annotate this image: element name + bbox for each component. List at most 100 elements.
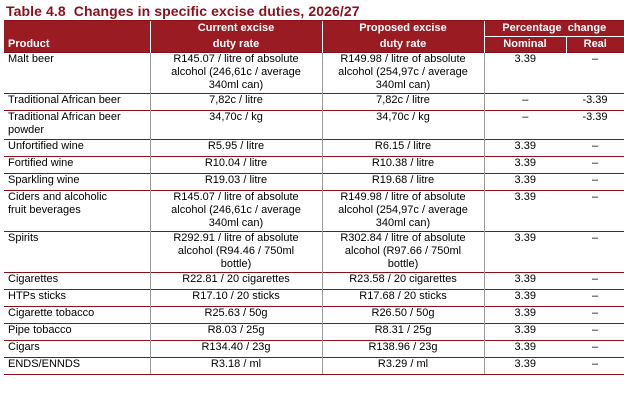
cell-nominal-change: 3.39 <box>483 156 566 174</box>
cell-product-line: Ciders and alcoholic <box>8 191 108 203</box>
cell-real-change: – <box>566 306 624 324</box>
cell-proposed-rate-line: 340ml can) <box>375 79 431 91</box>
cell-current-rate: R10.04 / litre <box>149 156 322 174</box>
cell-product: HTPs sticks <box>4 289 150 307</box>
cell-real-change: -3.39 <box>566 93 624 111</box>
header-real: Real <box>565 36 624 53</box>
cell-proposed-rate-line: R19.68 / litre <box>371 174 435 186</box>
title-rule <box>4 20 624 21</box>
cell-proposed-rate: R10.38 / litre <box>321 156 484 174</box>
table-row: HTPs sticks R17.10 / 20 sticks R17.68 / 20… <box>4 289 624 307</box>
cell-real-change: – <box>566 340 624 358</box>
header-percentage-change: Percentage change <box>483 21 624 37</box>
table-caption: Changes in specific excise duties, 2026/… <box>73 3 360 19</box>
cell-nominal-change: 3.39 <box>483 272 566 290</box>
cell-nominal-change: 3.39 <box>483 323 566 341</box>
table-row: Malt beer R145.07 / litre of absolute alco… <box>4 52 624 94</box>
cell-current-rate: R3.18 / ml <box>149 357 322 375</box>
cell-current-rate-line: 340ml can) <box>208 79 264 91</box>
cell-proposed-rate: R19.68 / litre <box>321 173 484 191</box>
cell-proposed-rate: R3.29 / ml <box>321 357 484 375</box>
cell-proposed-rate: R17.68 / 20 sticks <box>321 289 484 307</box>
excise-duties-table: Current excise Proposed excise Percentag… <box>4 21 624 375</box>
cell-proposed-rate-line: R149.98 / litre of absolute <box>340 53 466 65</box>
cell-nominal-change: 3.39 <box>483 357 566 375</box>
cell-real-change: – <box>566 231 624 273</box>
cell-real-change: – <box>566 289 624 307</box>
cell-proposed-rate-line: R138.96 / 23g <box>368 341 438 353</box>
cell-proposed-rate: 7,82c / litre <box>321 93 484 111</box>
cell-nominal-change: 3.39 <box>483 340 566 358</box>
cell-real-change: – <box>566 190 624 232</box>
cell-real-change: – <box>566 52 624 94</box>
cell-proposed-rate: R23.58 / 20 cigarettes <box>321 272 484 290</box>
cell-product: Traditional African beer <box>4 93 150 111</box>
table-row: Spirits R292.91 / litre of absolute alcoho… <box>4 231 624 273</box>
cell-proposed-rate-line: R10.38 / litre <box>371 157 435 169</box>
cell-current-rate-line: bottle) <box>220 258 252 270</box>
cell-product: Cigars <box>4 340 150 358</box>
table-row: ENDS/ENNDS R3.18 / ml R3.29 / ml 3.39– <box>4 357 624 375</box>
cell-nominal-change: 3.39 <box>483 139 566 157</box>
cell-proposed-rate-line: 340ml can) <box>375 217 431 229</box>
cell-product: Fortified wine <box>4 156 150 174</box>
table-header: Current excise Proposed excise Percentag… <box>4 21 624 53</box>
cell-product-line: ENDS/ENNDS <box>8 358 81 370</box>
cell-product-line: Traditional African beer <box>8 94 121 106</box>
header-product-spacer <box>4 21 150 37</box>
cell-proposed-rate: 34,70c / kg <box>321 110 484 140</box>
cell-product: Cigarettes <box>4 272 150 290</box>
cell-nominal-change: 3.39 <box>483 52 566 94</box>
cell-product-line: Cigarettes <box>8 273 59 285</box>
cell-proposed-rate-line: R23.58 / 20 cigarettes <box>349 273 457 285</box>
cell-proposed-rate: R138.96 / 23g <box>321 340 484 358</box>
table-row: Cigarette tobacco R25.63 / 50g R26.50 / 50… <box>4 306 624 324</box>
table-row: Traditional African beer 7,82c / litre 7,8… <box>4 93 624 111</box>
table-body: Malt beer R145.07 / litre of absolute alco… <box>4 52 624 375</box>
cell-current-rate: R8.03 / 25g <box>149 323 322 341</box>
cell-proposed-rate-line: R3.29 / ml <box>377 358 429 370</box>
cell-real-change: – <box>566 139 624 157</box>
cell-current-rate-line: R145.07 / litre of absolute <box>173 191 299 203</box>
cell-current-rate: 34,70c / kg <box>149 110 322 140</box>
cell-product-line: Spirits <box>8 232 39 244</box>
cell-nominal-change: – <box>483 110 566 140</box>
cell-current-rate: R145.07 / litre of absolute alcohol (246,… <box>149 190 322 232</box>
cell-current-rate: R292.91 / litre of absolute alcohol (R94.… <box>149 231 322 273</box>
cell-current-rate-line: R25.63 / 50g <box>204 307 268 319</box>
cell-current-rate-line: 340ml can) <box>208 217 264 229</box>
cell-product-line: Pipe tobacco <box>8 324 72 336</box>
cell-proposed-rate-line: 7,82c / litre <box>376 94 430 106</box>
table-number: Table 4.8 <box>6 3 66 19</box>
table-row: Ciders and alcoholic fruit beverages R145.… <box>4 190 624 232</box>
cell-product: Cigarette tobacco <box>4 306 150 324</box>
cell-proposed-rate-line: alcohol (254,97c / average <box>338 204 468 216</box>
cell-current-rate-line: alcohol (246,61c / average <box>171 204 301 216</box>
cell-current-rate-line: R292.91 / litre of absolute <box>173 232 299 244</box>
cell-product: Sparkling wine <box>4 173 150 191</box>
cell-product-line: powder <box>8 124 45 136</box>
cell-current-rate-line: 34,70c / kg <box>209 111 263 123</box>
table-row: Traditional African beer powder 34,70c / k… <box>4 110 624 140</box>
cell-real-change: -3.39 <box>566 110 624 140</box>
cell-real-change: – <box>566 323 624 341</box>
cell-current-rate: R25.63 / 50g <box>149 306 322 324</box>
cell-current-rate-line: R17.10 / 20 sticks <box>192 290 280 302</box>
cell-current-rate-line: alcohol (246,61c / average <box>171 66 301 78</box>
cell-product-line: Sparkling wine <box>8 174 80 186</box>
cell-current-rate: R22.81 / 20 cigarettes <box>149 272 322 290</box>
cell-current-rate-line: R22.81 / 20 cigarettes <box>182 273 290 285</box>
cell-proposed-rate: R6.15 / litre <box>321 139 484 157</box>
cell-current-rate: 7,82c / litre <box>149 93 322 111</box>
cell-nominal-change: 3.39 <box>483 190 566 232</box>
cell-nominal-change: 3.39 <box>483 306 566 324</box>
cell-product-line: HTPs sticks <box>8 290 67 302</box>
cell-current-rate: R5.95 / litre <box>149 139 322 157</box>
cell-product: Ciders and alcoholic fruit beverages <box>4 190 150 232</box>
cell-proposed-rate-line: 34,70c / kg <box>376 111 430 123</box>
cell-proposed-rate-line: alcohol (R97.66 / 750ml <box>344 245 462 257</box>
cell-product: Spirits <box>4 231 150 273</box>
cell-product-line: Cigarette tobacco <box>8 307 95 319</box>
header-proposed-line1: Proposed excise <box>321 21 484 37</box>
cell-current-rate: R19.03 / litre <box>149 173 322 191</box>
